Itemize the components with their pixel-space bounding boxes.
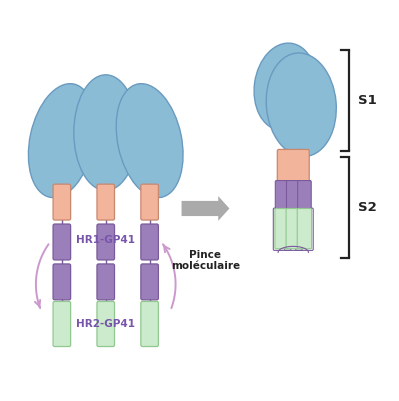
FancyBboxPatch shape bbox=[277, 150, 309, 181]
Text: S2: S2 bbox=[358, 201, 377, 214]
FancyBboxPatch shape bbox=[53, 302, 71, 346]
FancyBboxPatch shape bbox=[141, 302, 158, 346]
FancyBboxPatch shape bbox=[97, 184, 115, 220]
Text: S1: S1 bbox=[358, 94, 377, 107]
Ellipse shape bbox=[74, 75, 138, 190]
FancyBboxPatch shape bbox=[53, 224, 71, 260]
Text: HR1-GP41: HR1-GP41 bbox=[76, 235, 135, 245]
FancyBboxPatch shape bbox=[298, 180, 311, 209]
Ellipse shape bbox=[266, 53, 336, 156]
FancyBboxPatch shape bbox=[97, 264, 115, 300]
FancyBboxPatch shape bbox=[286, 209, 300, 249]
FancyBboxPatch shape bbox=[297, 209, 312, 249]
Ellipse shape bbox=[254, 43, 316, 130]
FancyBboxPatch shape bbox=[97, 302, 115, 346]
Text: HR2-GP41: HR2-GP41 bbox=[76, 319, 135, 329]
Ellipse shape bbox=[28, 84, 95, 198]
FancyArrow shape bbox=[182, 196, 229, 221]
FancyBboxPatch shape bbox=[141, 264, 158, 300]
FancyBboxPatch shape bbox=[141, 224, 158, 260]
FancyBboxPatch shape bbox=[286, 180, 300, 209]
Ellipse shape bbox=[116, 84, 183, 198]
FancyBboxPatch shape bbox=[141, 184, 158, 220]
FancyBboxPatch shape bbox=[53, 264, 71, 300]
FancyBboxPatch shape bbox=[275, 180, 289, 209]
FancyBboxPatch shape bbox=[53, 184, 71, 220]
Text: Pince
moléculaire: Pince moléculaire bbox=[171, 249, 240, 271]
FancyBboxPatch shape bbox=[97, 224, 115, 260]
FancyBboxPatch shape bbox=[275, 209, 289, 249]
